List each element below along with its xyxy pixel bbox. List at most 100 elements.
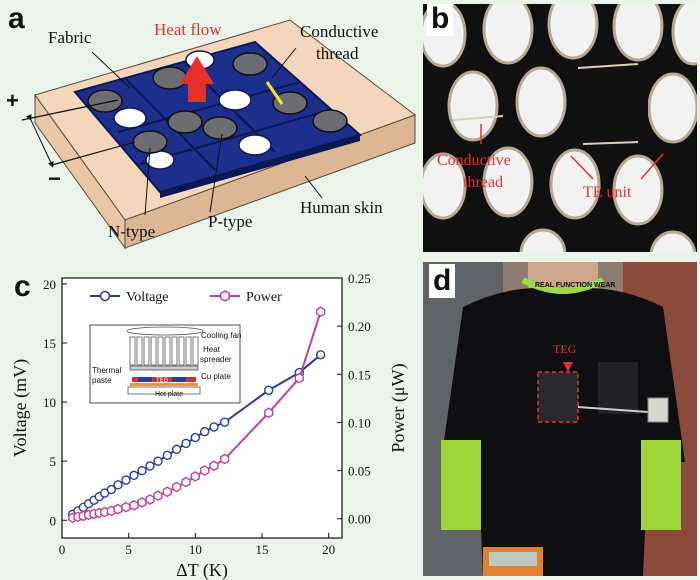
x-tick-label: 15 [256, 542, 269, 557]
teg-device-illustration [21, 19, 417, 250]
legend-label: Voltage [126, 290, 169, 305]
voltage-point [121, 475, 131, 485]
y2-tick-label: 0.00 [348, 512, 371, 527]
inset-hot-plate: Hot plate [155, 391, 184, 398]
inset-heat-label: Heat [203, 345, 220, 354]
mesh-photo [423, 4, 697, 252]
face [528, 262, 598, 288]
y-tick-label: 15 [43, 336, 56, 351]
collar [521, 277, 605, 294]
y-tick-label: 10 [43, 395, 56, 410]
power-point [200, 465, 210, 476]
power-point [264, 407, 274, 419]
teg-box [537, 371, 579, 423]
panel-c-letter: c [14, 270, 31, 303]
minus-label: − [48, 166, 61, 191]
conductive-thread-label-b2: thread [463, 174, 503, 191]
panel-d-photo: d TEG REAL FUNCTION WEAR [423, 262, 697, 576]
voltage-point [113, 480, 123, 490]
wearer-photo [423, 262, 697, 576]
legend-marker [99, 290, 111, 302]
voltage-point [137, 465, 147, 476]
setup-inset [89, 324, 241, 404]
te-legs [87, 52, 348, 154]
left-sleeve [441, 440, 481, 530]
heat-flow-arrow [180, 56, 214, 102]
y2-tick-label: 0.05 [348, 464, 371, 479]
voltage-point [171, 444, 182, 455]
voltage-point [153, 456, 163, 466]
te-unit-block [578, 79, 648, 139]
voltage-point [199, 426, 210, 437]
power-point [294, 372, 304, 384]
panel-d-letter: d [429, 264, 456, 298]
power-point [172, 481, 182, 493]
right-sleeve [641, 440, 681, 530]
voltage-point [315, 350, 326, 360]
y2-tick-label: 0.25 [348, 271, 371, 286]
heat-flow-label: Heat flow [154, 20, 222, 39]
plot-frame [61, 277, 343, 539]
skin-side [34, 93, 126, 250]
x-tick-label: 5 [125, 542, 132, 557]
power-point [145, 494, 155, 505]
fabric-edge [160, 135, 360, 198]
power-point [316, 306, 326, 318]
voltage-power-chart: 0 5 10 15 20 0 5 10 15 20 0.00 0.05 0.10 0.15 0.20 0.25… [10, 271, 409, 580]
y2-axis-label: Power (μW) [388, 363, 409, 452]
power-point [181, 476, 191, 488]
teg-label: TEG [553, 342, 577, 356]
power-point [129, 499, 139, 511]
voltage-point [145, 461, 155, 471]
te-unit-label: TE unit [583, 184, 632, 201]
power-point [121, 501, 131, 513]
plus-label: + [6, 88, 19, 113]
fabric-label: Fabric [48, 28, 92, 47]
y-tick-label: 5 [50, 454, 57, 469]
voltage-point [209, 422, 219, 432]
inset-spreader-label: spreader [200, 355, 232, 364]
conductive-thread-label-b1: Conductive [437, 152, 511, 169]
inset-paste-label: paste [92, 376, 112, 385]
voltage-point [219, 417, 230, 427]
power-point [220, 453, 230, 465]
y-tick-label: 0 [50, 513, 57, 528]
voltage-point [181, 438, 191, 449]
x-tick-label: 0 [59, 542, 66, 557]
power-point [209, 460, 219, 472]
human-skin-label: Human skin [300, 198, 383, 217]
x-tick-label: 20 [322, 542, 335, 557]
voltage-point [190, 432, 201, 443]
y2-tick-label: 0.10 [348, 415, 371, 430]
collar-text: REAL FUNCTION WEAR [535, 282, 616, 289]
panel-b-photo: b Conductive thread TE unit [423, 4, 697, 252]
inset-teg: TEG [156, 378, 169, 384]
legend-marker [219, 290, 231, 302]
y-axis-label: Voltage (mV) [10, 359, 31, 457]
power-point [113, 503, 123, 515]
n-type-label: N-type [108, 222, 156, 241]
voltage-point [106, 484, 117, 495]
conductive-thread-label-2: thread [316, 44, 359, 63]
conductive-thread-label-1: Conductive [300, 22, 379, 41]
panel-a-letter: a [8, 2, 25, 35]
y2-tick-label: 0.15 [348, 367, 371, 382]
panel-b-letter: b [427, 4, 454, 36]
x-axis-label: ΔT (K) [176, 560, 228, 580]
y-tick-label: 20 [43, 277, 56, 292]
legend-label: Power [246, 290, 282, 305]
voltage-point [263, 385, 274, 395]
conductive-thread-line [265, 81, 284, 105]
y2-tick-label: 0.20 [348, 319, 371, 334]
inset-cu-plate: Cu plate [201, 372, 231, 381]
black-shirt [441, 288, 685, 576]
power-point [162, 486, 172, 498]
conductive-threads [452, 63, 639, 145]
power-point [137, 497, 147, 508]
mesh-holes [423, 4, 697, 252]
meter-device [647, 397, 669, 423]
inset-cooling-fan: Cooling fan [201, 331, 242, 340]
voltage-point [129, 470, 139, 481]
minus-wire [51, 141, 136, 166]
voltage-point [162, 450, 173, 460]
